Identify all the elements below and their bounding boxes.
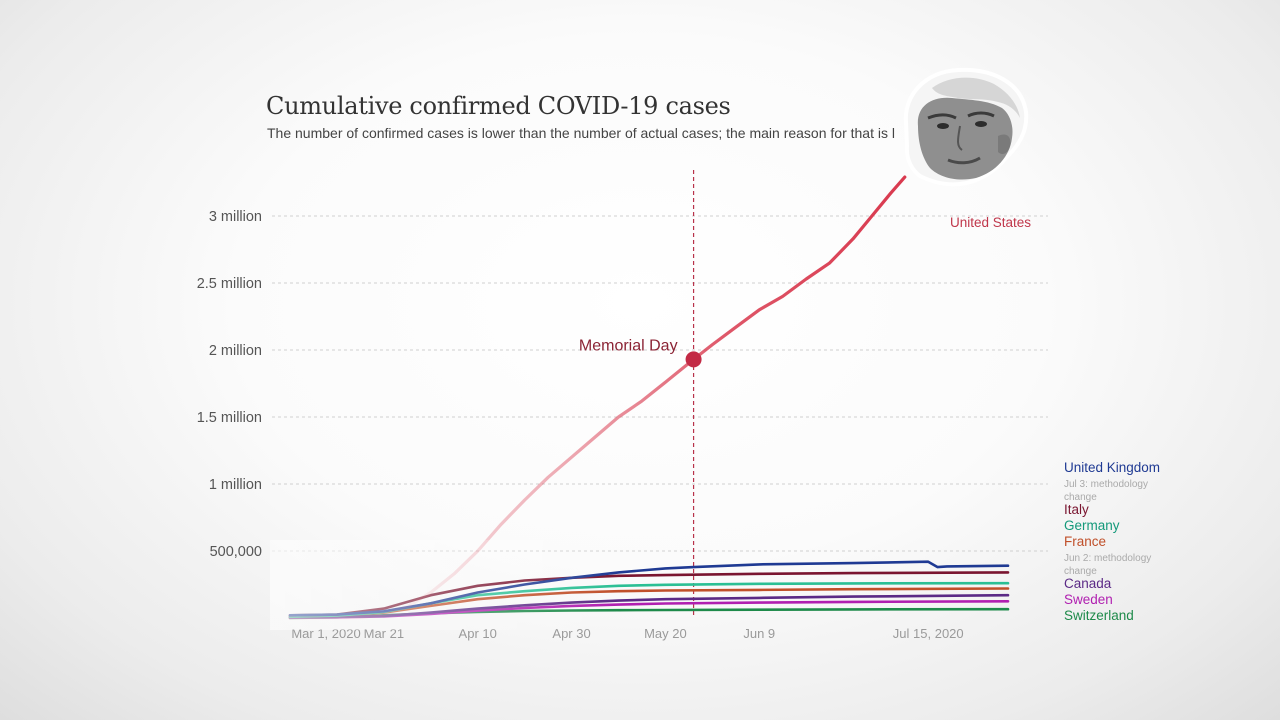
y-tick-label: 3 million <box>209 209 262 225</box>
legend-germany: Germany <box>1064 518 1120 533</box>
chart-title: Cumulative confirmed COVID-19 cases <box>266 92 731 120</box>
y-tick-label: 500,000 <box>210 544 262 560</box>
legend-united-kingdom: United Kingdom <box>1064 460 1160 475</box>
x-tick-label: May 20 <box>644 626 687 641</box>
legend-note: Jun 2: methodology <box>1064 553 1151 564</box>
portrait-photo <box>903 67 1029 187</box>
x-tick-label: Jul 15, 2020 <box>893 626 964 641</box>
chart-subtitle: The number of confirmed cases is lower t… <box>267 125 895 141</box>
y-tick-label: 1.5 million <box>197 410 262 426</box>
y-axis-ticks: 500,000 1 million 1.5 million 2 million 2.5 … <box>197 209 262 560</box>
y-tick-label: 2 million <box>209 343 262 359</box>
memorial-day-point: Memorial Day <box>579 337 702 368</box>
y-tick-label: 1 million <box>209 477 262 493</box>
legend-france: France <box>1064 534 1106 549</box>
legend-note: Jul 3: methodology <box>1064 479 1148 490</box>
motion-fade-overlay <box>270 540 630 630</box>
series-labels: United States <box>950 215 1031 230</box>
legend-italy: Italy <box>1064 502 1089 517</box>
label-united-states: United States <box>950 215 1031 230</box>
memorial-day-label: Memorial Day <box>579 337 678 354</box>
legend-note: change <box>1064 566 1097 577</box>
legend-switzerland: Switzerland <box>1064 608 1134 623</box>
y-tick-label: 2.5 million <box>197 276 262 292</box>
legend-note: change <box>1064 492 1097 503</box>
grid-lines <box>272 215 1048 552</box>
series-lines <box>270 175 1010 630</box>
memorial-day-dot <box>685 351 702 368</box>
x-tick-label: Jun 9 <box>743 626 775 641</box>
legend-canada: Canada <box>1064 576 1112 591</box>
legend-sweden: Sweden <box>1064 592 1113 607</box>
